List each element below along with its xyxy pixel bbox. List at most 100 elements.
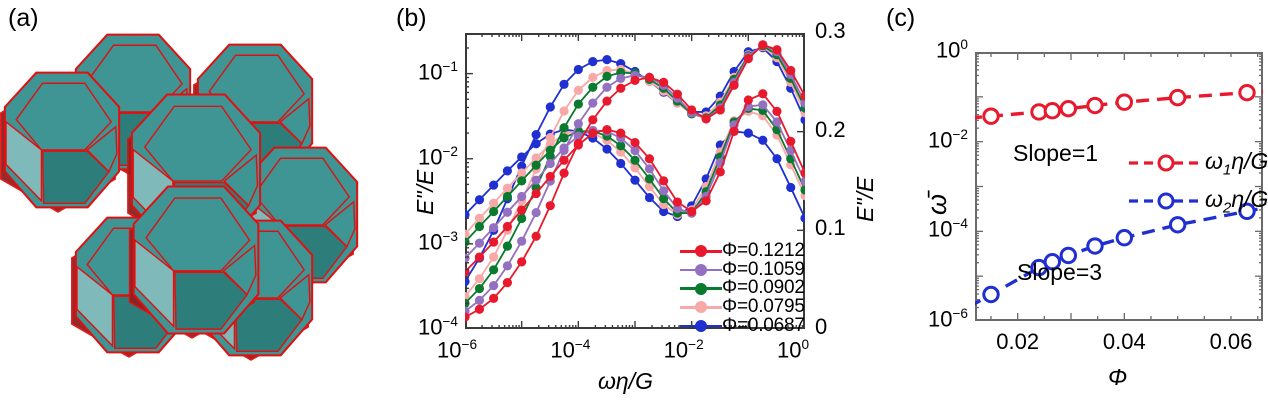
data-point <box>672 89 682 99</box>
data-point <box>1115 93 1134 111</box>
data-point <box>502 191 512 202</box>
plot-b-xlabel: ωη/G <box>598 368 653 394</box>
data-point <box>474 283 485 294</box>
data-point <box>800 115 805 125</box>
data-point <box>1043 102 1062 120</box>
data-point <box>1086 237 1104 255</box>
data-point <box>517 176 527 186</box>
data-point <box>517 257 527 267</box>
data-point <box>559 143 569 153</box>
data-point <box>786 182 796 193</box>
data-point <box>489 198 499 208</box>
data-point <box>800 176 805 187</box>
legend-b-swatch <box>680 298 722 316</box>
data-point <box>616 141 626 151</box>
data-point <box>602 144 612 154</box>
data-point <box>758 40 768 50</box>
data-point <box>602 124 612 135</box>
truncated-octahedra-illustration <box>0 33 359 361</box>
legend-c-item[interactable]: ω1η/G <box>1127 144 1268 182</box>
data-point <box>1059 99 1078 118</box>
data-point <box>502 207 512 217</box>
data-point <box>474 295 485 305</box>
data-point <box>545 102 555 112</box>
data-point <box>1168 216 1187 234</box>
legend-c-item[interactable]: ω2η/G <box>1127 182 1268 220</box>
data-point <box>602 71 612 82</box>
data-point <box>531 175 541 185</box>
data-point <box>800 168 805 178</box>
legend-b-item[interactable]: Φ=0.0687 <box>680 314 810 336</box>
data-point <box>616 128 626 138</box>
data-point <box>465 210 470 220</box>
data-point <box>800 213 805 223</box>
data-point <box>630 75 640 85</box>
legend-b: Φ=0.1212 Φ=0.1059 Φ=0.0902 Φ=0.0795 Φ=0.0687 <box>680 240 810 336</box>
legend-b-label: Φ=0.0902 <box>722 277 805 299</box>
data-point <box>559 133 569 143</box>
legend-b-item[interactable]: Φ=0.1212 <box>680 240 810 262</box>
data-point <box>701 196 711 206</box>
data-point <box>588 57 598 67</box>
data-point <box>644 174 655 184</box>
data-point <box>659 186 669 196</box>
plot-b-ylabel-left: E"/E <box>412 169 438 215</box>
data-point <box>545 158 555 169</box>
data-point <box>630 137 640 148</box>
data-point <box>672 203 682 214</box>
data-point <box>602 82 612 92</box>
data-point <box>1086 96 1104 115</box>
plot-b-xtick: 10−6 <box>437 337 478 363</box>
data-point <box>573 140 583 150</box>
data-point <box>489 223 499 233</box>
data-point <box>630 163 640 173</box>
legend-b-item[interactable]: Φ=0.0795 <box>680 296 810 317</box>
data-point <box>502 241 512 251</box>
data-point <box>474 195 485 205</box>
legend-b-item[interactable]: Φ=0.0902 <box>680 277 810 299</box>
data-point <box>701 114 711 124</box>
kelvin-cell <box>128 185 260 339</box>
data-point <box>465 312 470 322</box>
legend-b-item[interactable]: Φ=0.1059 <box>680 258 810 280</box>
legend-b-swatch <box>680 279 722 297</box>
data-point <box>743 54 753 64</box>
data-point <box>465 277 470 287</box>
legend-b-label: Φ=0.1059 <box>722 258 805 280</box>
plot-c-ytick: 10−6 <box>927 306 968 332</box>
data-point <box>602 96 612 106</box>
legend-b-label: Φ=0.1212 <box>722 240 805 262</box>
legend-b-swatch <box>680 261 722 279</box>
data-point <box>729 80 739 90</box>
data-point <box>1059 246 1078 265</box>
plot-c-ytick: 10−2 <box>927 126 968 152</box>
plot-c-xtick: 0.02 <box>996 329 1040 354</box>
data-point <box>659 77 669 87</box>
data-point <box>644 154 655 164</box>
legend-b-label: Φ=0.0687 <box>722 314 805 336</box>
data-point <box>659 206 669 217</box>
plot-b-ytick-right: 0 <box>815 314 828 339</box>
series-line <box>975 206 1263 306</box>
panel-c: (c) Slope=1 Slope=3 ω1η/G ω2η/G ω̄ Φ 100 1… <box>880 0 1268 405</box>
data-point <box>743 128 753 138</box>
data-point <box>474 274 485 284</box>
data-point <box>474 238 485 248</box>
data-point <box>517 205 527 215</box>
panel-c-label: (c) <box>886 4 916 32</box>
data-point <box>758 135 768 145</box>
data-point <box>474 221 485 232</box>
annotation-slope3: Slope=3 <box>1017 259 1103 285</box>
data-point <box>559 123 569 133</box>
data-point <box>659 176 669 186</box>
data-point <box>573 85 583 95</box>
data-point <box>502 221 512 232</box>
data-point <box>545 145 555 155</box>
data-point <box>517 152 527 162</box>
data-point <box>758 89 768 99</box>
data-point <box>465 253 470 263</box>
data-point <box>800 91 805 101</box>
legend-c-swatch <box>1127 188 1205 214</box>
data-point <box>489 280 499 291</box>
